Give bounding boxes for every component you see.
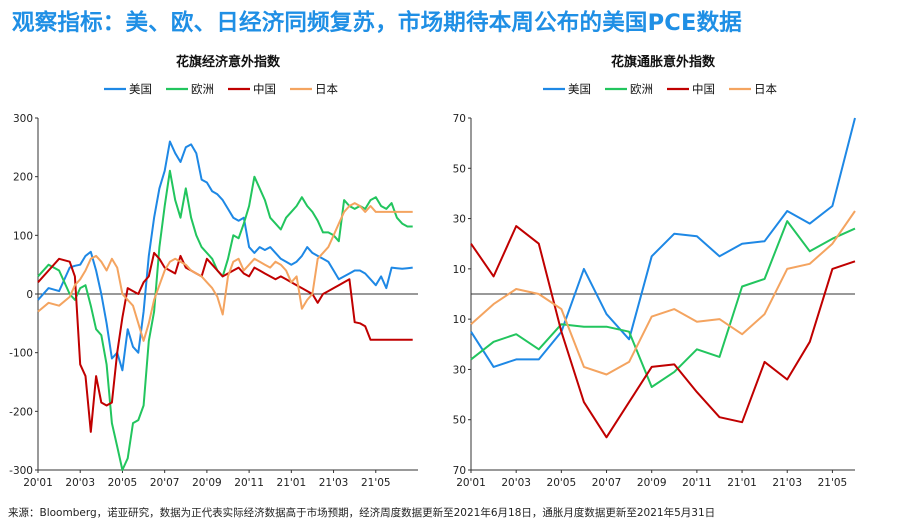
chart-title: 花旗经济意外指数 [176,54,281,70]
x-tick-label: 20'03 [65,477,95,489]
y-tick-label: 0 [26,289,33,301]
legend-item: 欧洲 [605,82,653,96]
series-line [470,210,856,376]
legend-item: 美国 [543,82,591,96]
series-line [470,117,856,368]
series-line [470,220,856,388]
y-tick-label: 50 [453,163,466,175]
x-tick-label: 20'03 [501,477,531,489]
series-line [37,202,413,342]
series-line [37,169,413,471]
x-tick-label: 20'09 [637,477,667,489]
legend-label: 中国 [692,82,715,96]
legend-item: 日本 [729,82,777,96]
y-tick-label: 300 [13,113,33,125]
y-tick-label: -30 [453,364,466,376]
x-tick-label: 20'09 [192,477,222,489]
y-tick-label: -300 [9,465,33,477]
legend-label: 欧洲 [191,82,214,96]
x-tick-label: 21'01 [727,477,757,489]
y-tick-label: 70 [453,113,466,125]
legend-item: 日本 [290,82,338,96]
x-tick-label: 21'03 [772,477,802,489]
y-tick-label: -50 [453,415,466,427]
page-title: 观察指标：美、欧、日经济同频复苏，市场期待本周公布的美国PCE数据 [12,10,742,36]
legend-item: 中国 [228,82,276,96]
y-tick-label: -70 [453,465,466,477]
legend-label: 日本 [754,82,777,96]
y-tick-label: 200 [13,172,33,184]
legend-item: 美国 [104,82,152,96]
legend-label: 日本 [315,82,338,96]
y-tick-label: -10 [453,314,466,326]
legend-item: 欧洲 [166,82,214,96]
chart-title: 花旗通胀意外指数 [611,54,716,70]
x-tick-label: 20'11 [234,477,264,489]
y-tick-label: 10 [453,264,466,276]
x-tick-label: 20'07 [592,477,622,489]
x-tick-label: 21'03 [319,477,349,489]
x-tick-label: 20'01 [23,477,53,489]
series-line [37,251,413,433]
x-tick-label: 20'05 [108,477,138,489]
x-tick-label: 20'01 [456,477,486,489]
y-tick-label: 100 [13,230,33,242]
x-tick-label: 21'05 [818,477,848,489]
y-tick-label: -200 [9,406,33,418]
y-tick-label: 30 [453,214,466,226]
series-line [37,140,413,372]
series-line [470,225,856,439]
legend-label: 美国 [129,82,152,96]
legend-label: 中国 [253,82,276,96]
legend-item: 中国 [667,82,715,96]
legend-label: 欧洲 [630,82,653,96]
x-tick-label: 21'01 [277,477,307,489]
source-note: 来源：Bloomberg，诺亚研究，数据为正代表实际经济数据高于市场预期，经济周… [8,507,716,519]
y-tick-label: -100 [9,348,33,360]
x-tick-label: 20'05 [547,477,577,489]
x-tick-label: 20'07 [150,477,180,489]
x-tick-label: 20'11 [682,477,712,489]
x-tick-label: 21'05 [361,477,391,489]
legend-label: 美国 [568,82,591,96]
